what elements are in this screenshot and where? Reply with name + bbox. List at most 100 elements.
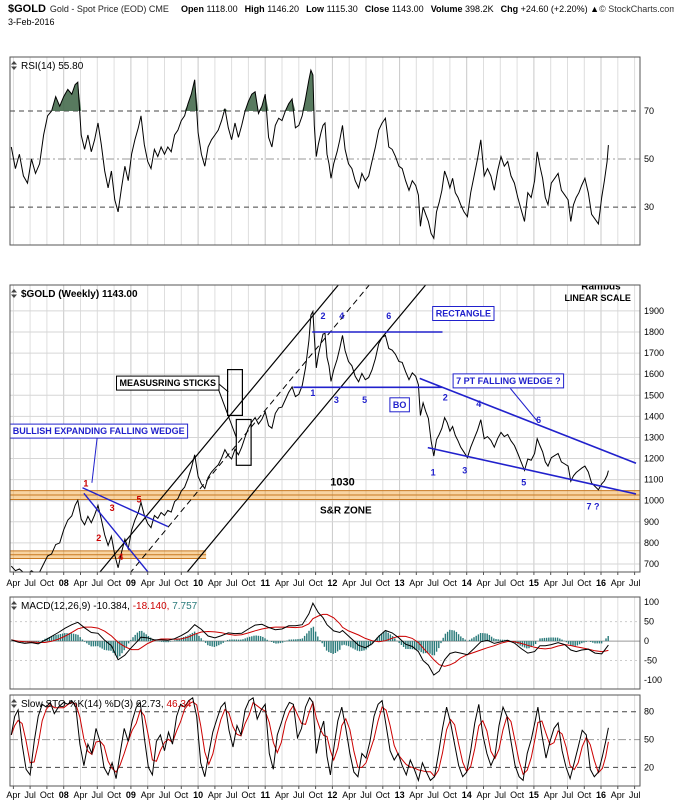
trendline	[419, 377, 637, 464]
panel-border	[9, 284, 641, 573]
pivot-number: 3	[334, 395, 339, 405]
y-axis-label: 20	[644, 762, 654, 772]
x-axis-label: Apr	[141, 790, 155, 800]
y-axis-label: 100	[644, 597, 659, 607]
annotation-text: 1030	[330, 477, 354, 489]
x-axis-label: 10	[193, 790, 203, 800]
pivot-number: 1	[83, 478, 88, 488]
x-axis-label: 11	[260, 790, 270, 800]
x-axis-label: Jul	[360, 790, 372, 800]
x-axis-label: Oct	[577, 578, 592, 588]
field-value: 1115.30	[326, 4, 358, 14]
x-axis-label: Jul	[495, 790, 507, 800]
x-axis-label: Apr	[6, 790, 20, 800]
up-down-arrows-icon	[11, 601, 17, 610]
pivot-number: 5	[362, 395, 367, 405]
x-axis-label: Apr	[6, 578, 20, 588]
symbol: $GOLD	[8, 3, 46, 15]
x-axis-label: Apr	[275, 790, 289, 800]
x-axis-label: Apr	[476, 578, 490, 588]
x-axis-label: 16	[596, 790, 606, 800]
x-axis-label: 13	[395, 578, 405, 588]
trendline	[82, 487, 169, 528]
x-axis-label: Oct	[241, 578, 256, 588]
x-axis-label: 13	[395, 790, 405, 800]
legend-toggle-icon[interactable]	[11, 61, 17, 70]
field-label: High	[244, 4, 265, 14]
y-axis-label: 1500	[644, 390, 664, 400]
x-axis-label: Jul	[562, 578, 574, 588]
x-axis-label: Apr	[611, 790, 625, 800]
pivot-number: 7 ?	[586, 502, 599, 512]
annotation-box	[389, 397, 410, 413]
quote-line: $GOLD Gold - Spot Price (EOD) CME Open 1…	[8, 3, 674, 15]
x-axis-label: Oct	[309, 790, 324, 800]
legend-toggle-icon[interactable]	[11, 601, 17, 610]
trendline	[427, 446, 637, 495]
panel-border	[9, 694, 641, 787]
annotation-box	[116, 375, 220, 391]
x-axis-label: Apr	[476, 790, 490, 800]
symbol-name: Gold - Spot Price (EOD) CME	[49, 4, 169, 14]
x-axis-label: Jul	[24, 790, 36, 800]
stockcharts-copyright: © StockCharts.com	[599, 4, 674, 14]
y-axis-label: 1200	[644, 454, 664, 464]
svg-text:RECTANGLE: RECTANGLE	[436, 309, 491, 319]
svg-text:BULLISH EXPANDING FALLING WEDG: BULLISH EXPANDING FALLING WEDGE	[13, 426, 185, 436]
x-axis-label: Jul	[629, 790, 641, 800]
rsi-overbought-fill	[11, 70, 609, 111]
x-axis-label: 08	[59, 578, 69, 588]
legend-toggle-icon[interactable]	[11, 699, 17, 708]
y-axis-label: 1000	[644, 496, 664, 506]
field-value: +24.60 (+2.20%) ▲	[520, 4, 600, 14]
rsi-line	[10, 68, 609, 240]
panel-body-sto	[10, 696, 609, 783]
y-axis-label: 50	[644, 617, 654, 627]
y-axis-label: 50	[644, 735, 654, 745]
pivot-number: 2	[443, 393, 448, 403]
panel-title-rsi: RSI(14) 55.80	[21, 61, 84, 72]
pivot-number: 4	[118, 552, 123, 562]
x-axis-label: Apr	[544, 578, 558, 588]
x-axis-label: Apr	[342, 578, 356, 588]
trendline	[130, 285, 370, 572]
x-axis-label: Jul	[92, 578, 104, 588]
panel-sto: 80 50 20 Slow STO %K(14) %D(3) 62.73, 46.34	[9, 694, 654, 789]
y-axis-label: 1400	[644, 411, 664, 421]
x-axis-label: Oct	[107, 790, 122, 800]
annotation-text: LINEAR SCALE	[564, 293, 631, 303]
pivot-number: 4	[339, 311, 344, 321]
x-axis-label: Jul	[293, 578, 305, 588]
x-axis-label: 14	[462, 790, 472, 800]
annotation-boxed-label: RECTANGLE	[432, 306, 495, 321]
panel-title-sto: Slow STO %K(14) %D(3) 62.73, 46.34	[21, 699, 192, 710]
trendline	[510, 388, 538, 422]
legend-toggle-icon[interactable]	[11, 289, 17, 298]
svg-text:7 PT FALLING WEDGE ?: 7 PT FALLING WEDGE ?	[456, 376, 561, 386]
annotation-boxed-label: BO	[389, 397, 410, 413]
x-axis-label: Apr	[409, 578, 423, 588]
up-down-arrows-icon	[11, 699, 17, 708]
x-axis-label: Apr	[611, 578, 625, 588]
y-axis-label: 900	[644, 517, 659, 527]
up-down-arrows-icon	[11, 289, 17, 298]
x-axis-label: Oct	[510, 578, 525, 588]
pivot-number: 2	[320, 311, 325, 321]
x-axis-label: Oct	[40, 790, 55, 800]
quote-field-change: Chg +24.60 (+2.20%) ▲	[501, 4, 599, 14]
measuring-stick-rect	[235, 418, 252, 466]
annotation-boxed-label: BULLISH EXPANDING FALLING WEDGE	[10, 423, 189, 439]
field-label: Close	[364, 4, 390, 14]
x-axis-label: Oct	[510, 790, 525, 800]
x-axis-label: Jul	[226, 790, 238, 800]
pivot-number: 6	[386, 311, 391, 321]
x-axis-label: 08	[59, 790, 69, 800]
y-axis-label: 1700	[644, 348, 664, 358]
x-axis-label: Apr	[141, 578, 155, 588]
x-axis-label: Oct	[309, 578, 324, 588]
x-axis-label: Jul	[495, 578, 507, 588]
x-axis-label: 10	[193, 578, 203, 588]
y-axis-label: 70	[644, 106, 654, 116]
pivot-number: 3	[110, 503, 115, 513]
